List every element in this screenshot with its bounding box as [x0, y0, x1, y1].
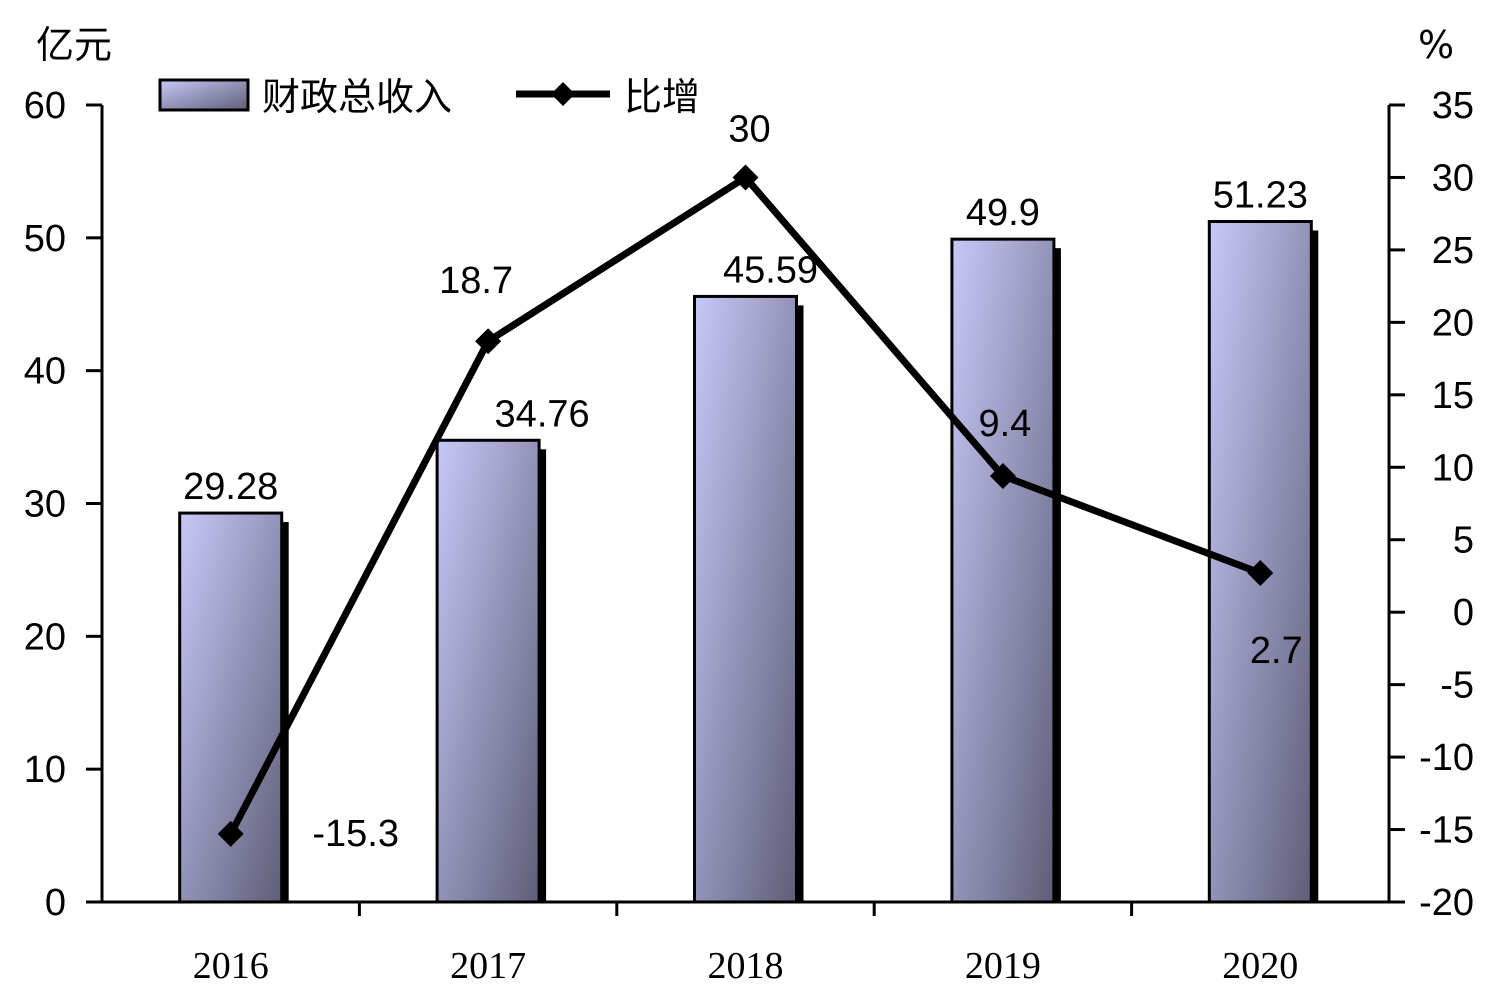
left-axis-unit: 亿元	[36, 23, 112, 67]
growth-value-label: 18.7	[439, 260, 513, 302]
right-tick-label: 30	[1432, 157, 1474, 199]
growth-marker	[1247, 560, 1274, 587]
x-tick-label: 2018	[708, 945, 784, 987]
growth-marker	[217, 820, 244, 847]
bars	[178, 219, 1319, 904]
revenue-value-label: 45.59	[723, 249, 818, 291]
growth-marker	[732, 164, 759, 191]
left-tick-label: 20	[24, 616, 66, 658]
axes: 0 10 20 30 40 50 60 -20 -15 -10 -5 0 5 10 15 20 25 30 35 20…	[24, 85, 1474, 987]
growth-value-label: -15.3	[312, 813, 399, 855]
right-tick-label: 5	[1453, 520, 1474, 562]
growth-value-label: 2.7	[1250, 630, 1303, 672]
left-tick-label: 50	[24, 218, 66, 260]
growth-value-label: 30	[728, 108, 770, 150]
right-tick-label: -10	[1419, 737, 1474, 779]
revenue-bar	[693, 294, 798, 904]
left-tick-label: 30	[24, 484, 66, 526]
left-tick-label: 0	[45, 882, 66, 924]
right-tick-label: 15	[1432, 375, 1474, 417]
left-tick-label: 60	[24, 85, 66, 127]
growth-marker	[989, 462, 1016, 489]
growth-value-label: 9.4	[978, 403, 1031, 445]
x-tick-label: 2017	[450, 945, 526, 987]
growth-labels: -15.3 18.7 30 9.4 2.7	[312, 108, 1302, 854]
revenue-value-label: 49.9	[966, 192, 1040, 234]
left-tick-label: 10	[24, 749, 66, 791]
right-tick-label: 35	[1432, 85, 1474, 127]
x-tick-label: 2020	[1222, 945, 1298, 987]
legend-line-label: 比增	[624, 75, 700, 119]
legend-bar-label: 财政总收入	[262, 75, 452, 119]
x-tick-label: 2016	[193, 945, 269, 987]
legend: 财政总收入 比增	[158, 75, 700, 119]
right-tick-label: -5	[1440, 665, 1474, 707]
right-tick-label: -15	[1419, 810, 1474, 852]
revenue-bar	[950, 237, 1056, 904]
revenue-bar	[178, 511, 284, 904]
legend-line-marker	[551, 82, 575, 106]
right-tick-label: -20	[1419, 882, 1474, 924]
legend-bar-swatch	[158, 78, 250, 112]
revenue-value-label: 34.76	[495, 393, 590, 435]
bar-labels: 29.28 34.76 45.59 49.9 51.23	[183, 174, 1308, 508]
right-tick-label: 20	[1432, 302, 1474, 344]
right-tick-label: 0	[1453, 592, 1474, 634]
growth-line	[217, 164, 1274, 847]
growth-marker	[475, 328, 502, 355]
left-tick-label: 40	[24, 351, 66, 393]
revenue-bar	[435, 438, 541, 904]
right-tick-label: 10	[1432, 447, 1474, 489]
right-axis-unit: %	[1418, 23, 1454, 67]
revenue-value-label: 29.28	[183, 466, 278, 508]
revenue-value-label: 51.23	[1213, 174, 1308, 216]
right-tick-label: 25	[1432, 230, 1474, 272]
x-tick-label: 2019	[965, 945, 1041, 987]
